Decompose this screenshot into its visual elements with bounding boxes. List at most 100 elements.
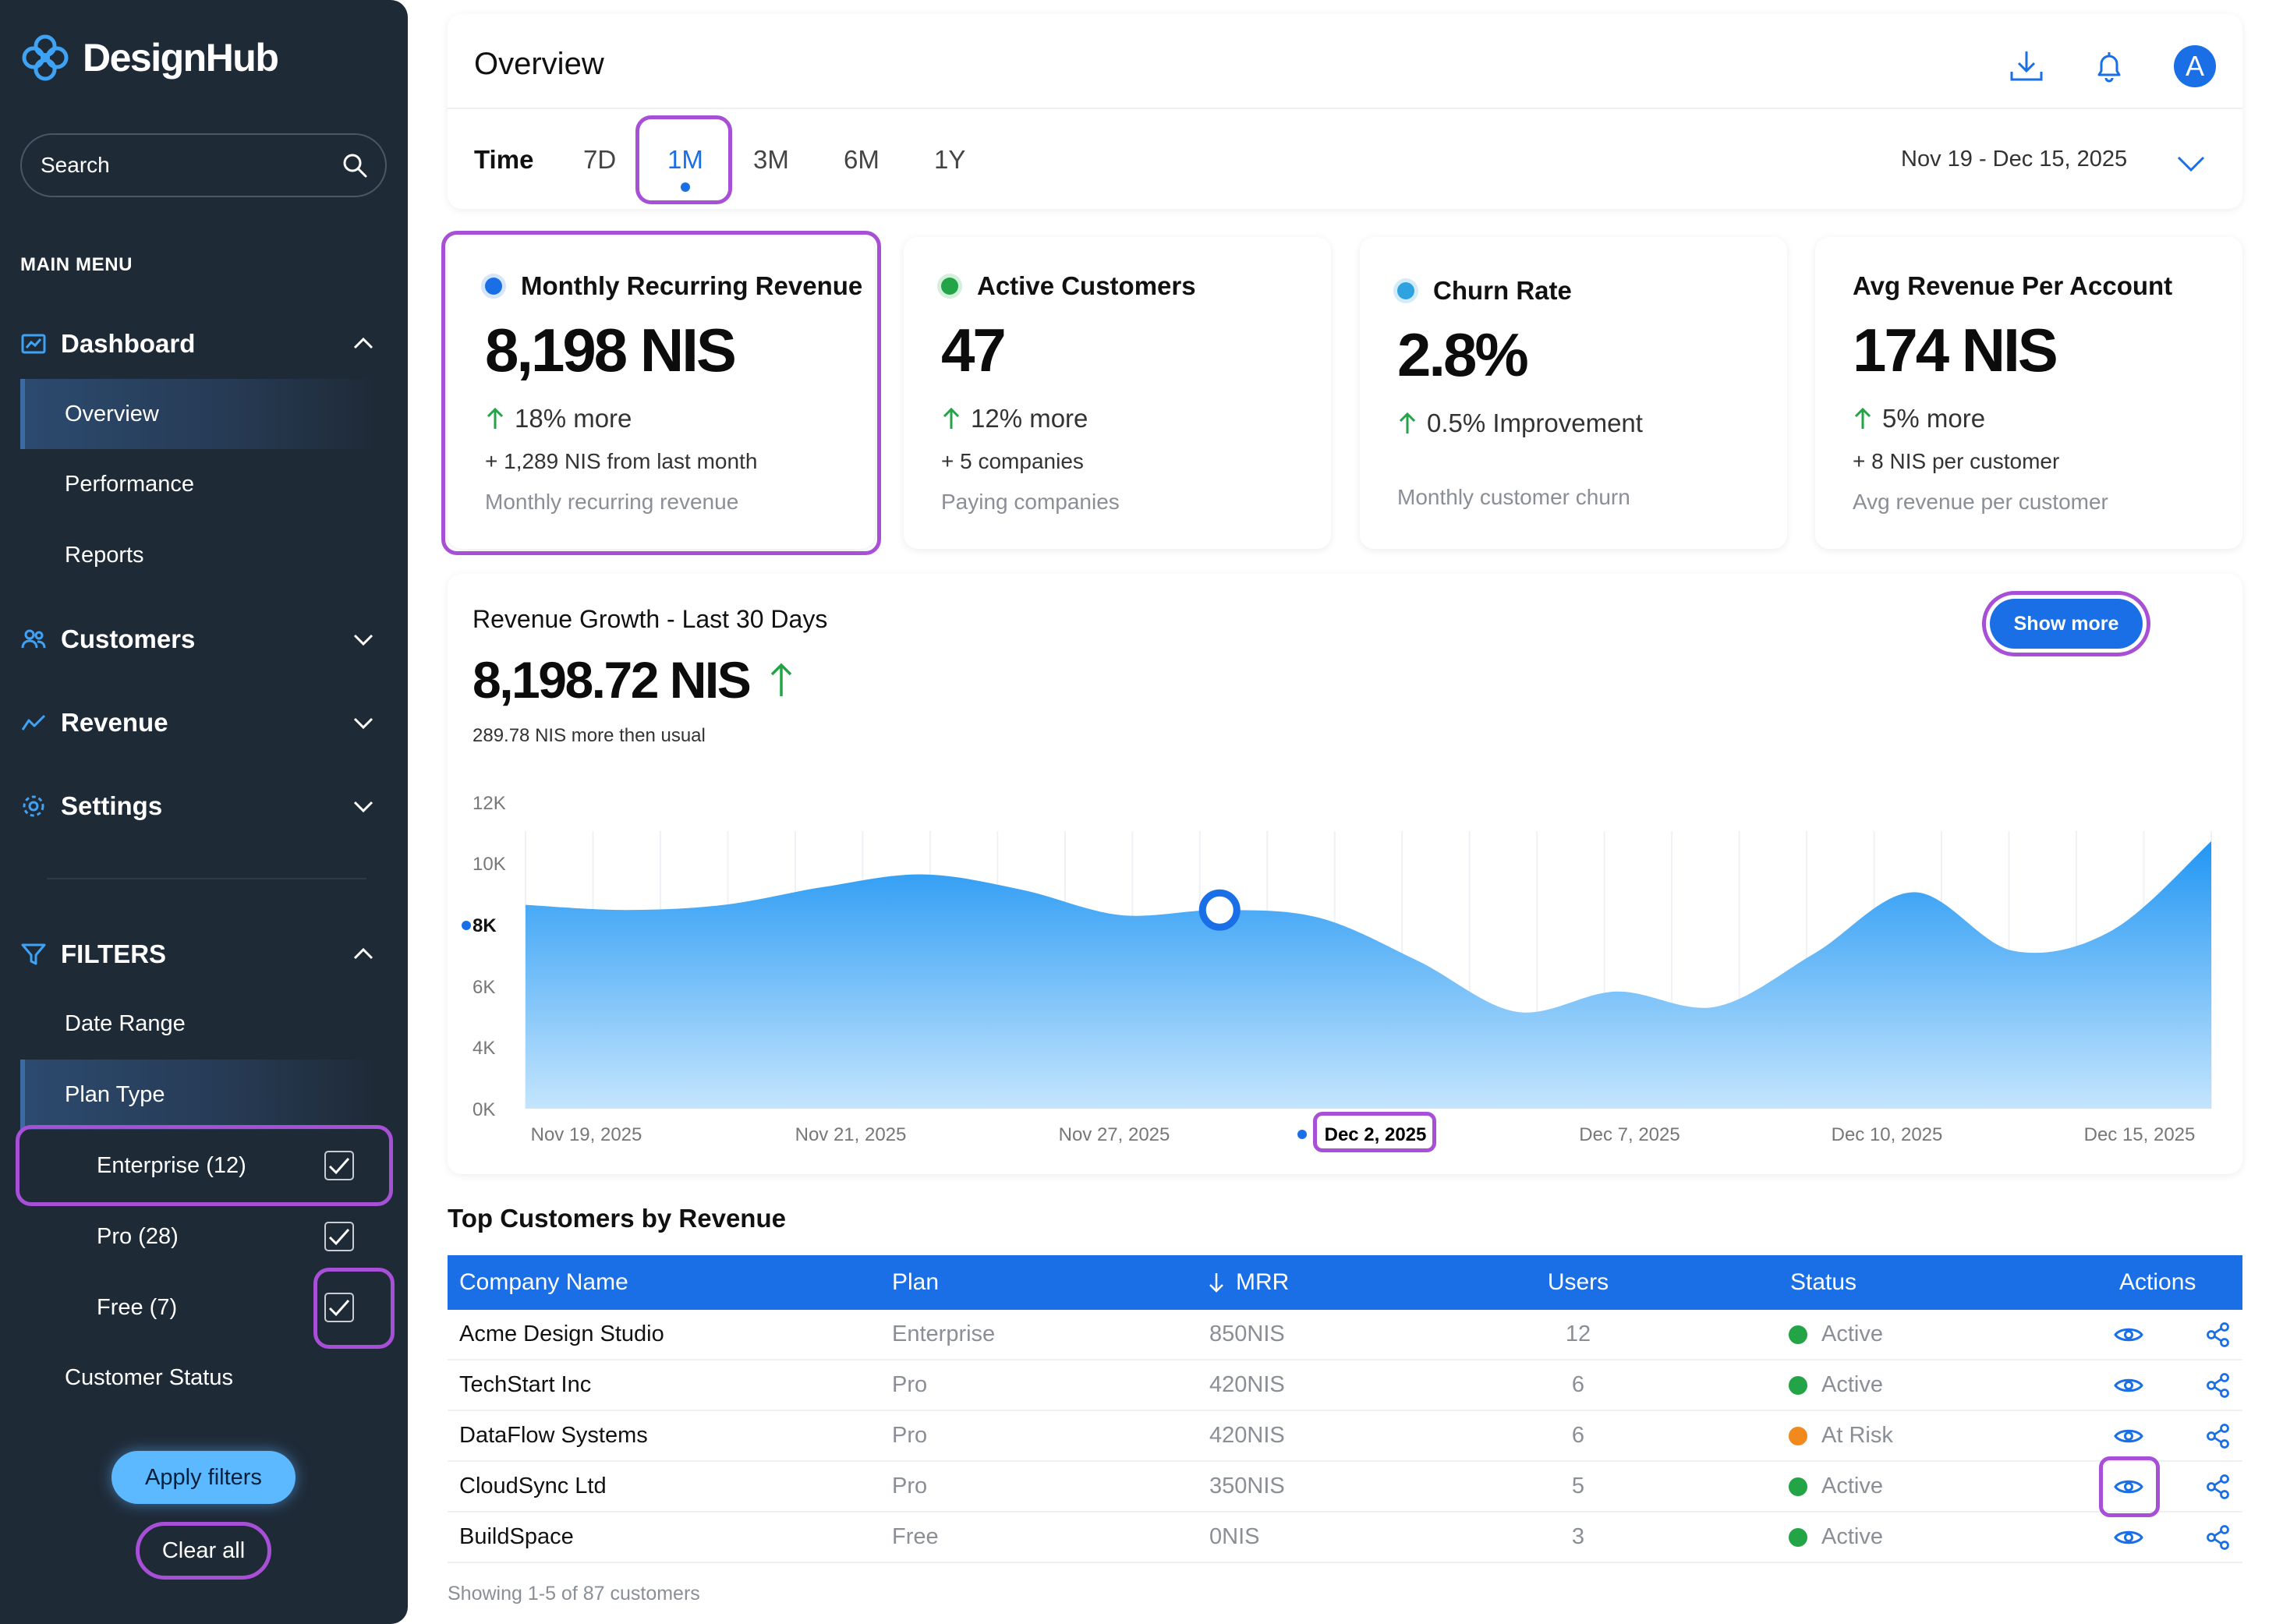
tab-1m[interactable]: 1M [667,145,703,174]
cell-mrr: 350NIS [1209,1474,1285,1498]
kpi-card-active-customers[interactable]: Active Customers 47 12% more + 5 compani… [904,237,1331,549]
kpi-card-mrr[interactable]: Monthly Recurring Revenue 8,198 NIS 18% … [448,237,875,549]
cell-plan: Pro [892,1474,928,1498]
share-icon[interactable] [2205,1474,2232,1500]
sidebar-item-performance[interactable]: Performance [65,471,195,497]
selected-point-marker[interactable] [1198,889,1241,931]
filter-plan-pro[interactable]: Pro (28) [20,1201,376,1272]
filter-plan-type[interactable]: Plan Type [20,1060,376,1130]
share-icon[interactable] [2205,1321,2232,1348]
column-header-company[interactable]: Company Name [459,1269,628,1295]
tab-1y[interactable]: 1Y [934,145,966,174]
kpi-dot [941,278,958,295]
pro-checkbox[interactable] [324,1222,354,1251]
sidebar-item-revenue[interactable]: Revenue [20,699,376,746]
table-row[interactable]: DataFlow Systems Pro 420NIS 6 At Risk [448,1411,2242,1462]
kpi-card-churn-rate[interactable]: Churn Rate 2.8% 0.5% Improvement Monthly… [1360,237,1787,549]
table-row[interactable]: TechStart Inc Pro 420NIS 6 Active [448,1360,2242,1411]
show-more-button[interactable]: Show more [1990,599,2143,649]
sidebar-item-reports[interactable]: Reports [65,542,144,568]
filter-plan-enterprise[interactable]: Enterprise (12) [20,1130,376,1201]
sidebar-item-label: Settings [61,791,163,820]
kpi-title-row: Churn Rate [1397,276,1572,306]
tab-7d[interactable]: 7D [583,145,617,174]
chevron-up-icon[interactable] [351,942,376,967]
tab-6m[interactable]: 6M [844,145,880,174]
column-header-users[interactable]: Users [1547,1269,1609,1295]
date-range-value[interactable]: Nov 19 - Dec 15, 2025 [1901,147,2128,172]
status-dot [1789,1325,1807,1344]
chevron-down-icon[interactable] [351,627,376,652]
chart-title: Revenue Growth - Last 30 Days [473,605,828,633]
status-text: Active [1821,1321,1883,1346]
cell-mrr: 0NIS [1209,1524,1260,1549]
filters-header[interactable]: FILTERS [20,931,376,978]
status-dot [1789,1426,1807,1445]
share-icon[interactable] [2205,1372,2232,1399]
kpi-dot [485,278,502,295]
trend-line-icon [21,714,46,731]
avatar[interactable]: A [2174,45,2216,87]
cell-users: 6 [1571,1372,1585,1397]
bell-icon[interactable] [2090,47,2129,86]
arrow-up-icon [943,407,960,429]
y-tick-label: 6K [473,977,495,998]
filter-date-range[interactable]: Date Range [65,1010,186,1036]
eye-icon[interactable] [2113,1425,2144,1447]
enterprise-checkbox[interactable] [324,1151,354,1180]
column-header-mrr[interactable]: MRR [1208,1269,1289,1296]
clear-all-button[interactable]: Clear all [161,1537,246,1563]
status-text: At Risk [1821,1423,1893,1448]
free-checkbox[interactable] [324,1293,354,1322]
kpi-title: Churn Rate [1433,276,1572,305]
kpi-title-row: Active Customers [941,271,1196,301]
download-icon[interactable] [2007,47,2046,86]
revenue-area-series[interactable] [526,841,2211,1109]
eye-icon[interactable] [2113,1476,2144,1498]
cell-mrr: 850NIS [1209,1321,1285,1346]
filter-customer-status[interactable]: Customer Status [65,1364,233,1390]
filter-plan-free[interactable]: Free (7) [20,1272,376,1343]
cell-users: 6 [1571,1423,1585,1448]
revenue-area-chart[interactable]: 12K 10K 8K 6K 4K 0K Nov 19, 2025 Nov 21, 2025 No… [448,574,2242,1174]
kpi-card-arpa[interactable]: Avg Revenue Per Account 174 NIS 5% more … [1815,237,2242,549]
kpi-change: 5% more [1853,404,1985,433]
y-tick-label: 8K [473,915,497,936]
apply-filters-button[interactable]: Apply filters [111,1451,296,1504]
check-icon [328,1158,350,1175]
active-tab-indicator [681,182,690,192]
kpi-change: 12% more [941,404,1088,433]
time-label: Time [474,145,534,174]
cell-status: Active [1789,1524,1883,1550]
search-input[interactable]: Search [20,133,387,197]
share-icon[interactable] [2205,1423,2232,1449]
y-tick-label: 10K [473,854,506,875]
column-header-status[interactable]: Status [1790,1269,1857,1295]
chevron-down-icon[interactable] [2175,151,2207,175]
kpi-sub: + 8 NIS per customer [1853,449,2060,473]
sidebar-item-dashboard[interactable]: Dashboard [20,320,376,367]
app-logo[interactable]: DesignHub [20,33,279,83]
sidebar-item-customers[interactable]: Customers [20,616,376,663]
search-icon[interactable] [342,152,368,179]
eye-icon[interactable] [2113,1375,2144,1396]
kpi-dot [1397,282,1414,299]
eye-icon[interactable] [2113,1527,2144,1548]
eye-icon[interactable] [2113,1324,2144,1346]
chevron-down-icon[interactable] [351,794,376,819]
kpi-title-row: Avg Revenue Per Account [1853,271,2172,301]
x-tick-label: Dec 7, 2025 [1579,1124,1680,1145]
share-icon[interactable] [2205,1524,2232,1551]
customers-table: Company Name Plan MRR Users Status Actio… [448,1255,2242,1563]
column-header-plan[interactable]: Plan [892,1269,940,1295]
sidebar-item-overview[interactable]: Overview [20,379,376,449]
chevron-up-icon[interactable] [351,331,376,356]
cell-plan: Pro [892,1423,928,1448]
table-row[interactable]: BuildSpace Free 0NIS 3 Active [448,1513,2242,1563]
table-row[interactable]: Acme Design Studio Enterprise 850NIS 12 … [448,1310,2242,1360]
table-row[interactable]: CloudSync Ltd Pro 350NIS 5 Active [448,1462,2242,1513]
kpi-change-text: 5% more [1882,404,1986,433]
sidebar-item-settings[interactable]: Settings [20,783,376,830]
chevron-down-icon[interactable] [351,710,376,735]
tab-3m[interactable]: 3M [753,145,789,174]
